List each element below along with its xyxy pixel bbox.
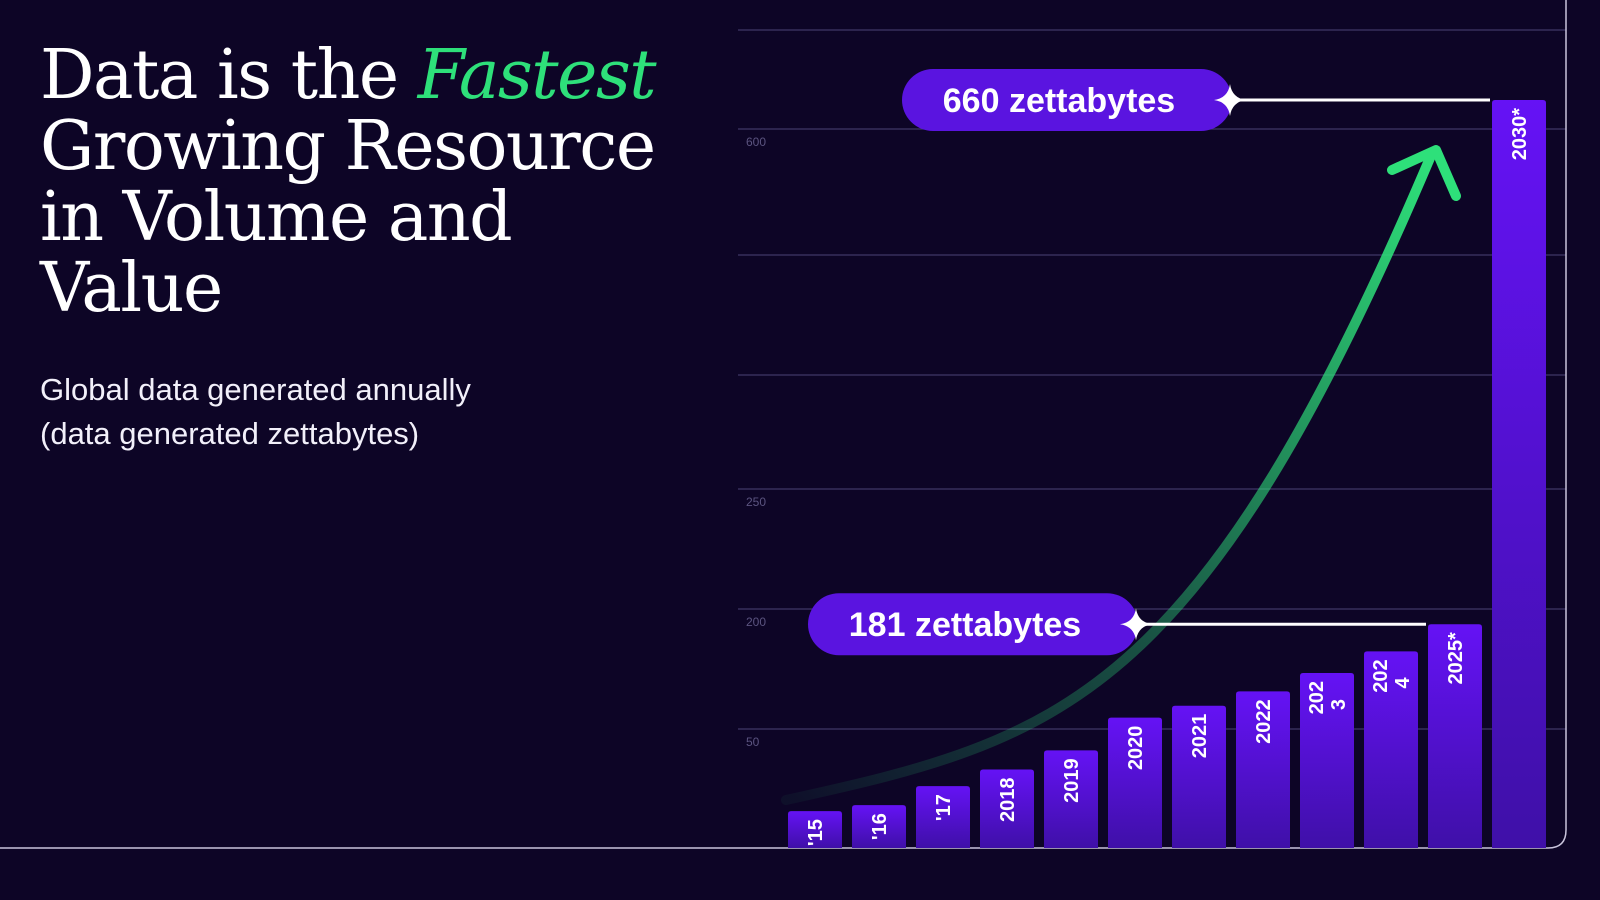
callout-pill <box>902 69 1232 131</box>
bar <box>1364 651 1418 848</box>
bar-group: 2022 <box>1236 691 1290 848</box>
bar-group: 2025* <box>1428 624 1482 848</box>
trend-arrow-head <box>1387 145 1461 201</box>
bar-group: '17 <box>916 786 970 848</box>
bar-group: 2019 <box>1044 750 1098 848</box>
bar-series: '15 '16 '17 2018 2019 2020 2021 2022 2023 2024 202… <box>788 100 1546 848</box>
callout-label: 660 zettabytes <box>943 82 1175 120</box>
bar-group: 2024 <box>1364 651 1418 848</box>
subtitle-line-1: Global data generated annually <box>40 372 471 407</box>
title-accent-word: Fastest <box>417 36 657 115</box>
y-tick-label: 200 <box>746 615 766 629</box>
bar-label: 2021 <box>1189 714 1211 759</box>
chart-frame <box>0 0 1567 849</box>
y-tick-label: 250 <box>746 495 766 509</box>
sparkle-icon <box>1120 608 1152 641</box>
page-title: Data is the Fastest Growing Resource in … <box>40 40 700 324</box>
value-callouts: 181 zettabytes 660 zettabytes <box>808 69 1490 656</box>
title-line-4: Value <box>40 249 223 328</box>
y-axis-ticks: 50 200 250 600 <box>746 135 766 749</box>
bar <box>1044 750 1098 848</box>
title-line-3: in Volume and <box>40 178 513 257</box>
title-line-1-prefix: Data is the <box>40 36 418 115</box>
bar <box>1172 705 1226 848</box>
sparkle-icon <box>1214 84 1246 116</box>
bar-label: 2023 <box>1306 681 1350 714</box>
y-tick-label: 50 <box>746 735 760 749</box>
value-callout: 660 zettabytes <box>902 69 1490 131</box>
bar <box>852 805 906 848</box>
bar <box>788 811 842 848</box>
trend-arrow-shaft <box>781 153 1435 805</box>
subtitle-line-2: (data generated zettabytes) <box>40 416 420 451</box>
bar-label: 2022 <box>1253 699 1275 744</box>
bar <box>1300 673 1354 848</box>
bar-group: 2023 <box>1300 673 1354 848</box>
bar <box>916 786 970 848</box>
y-tick-label: 600 <box>746 135 766 149</box>
bar-label: 2024 <box>1370 659 1414 692</box>
bar-label: 2019 <box>1061 758 1083 803</box>
value-callout: 181 zettabytes <box>808 593 1426 656</box>
bar-label: '17 <box>933 794 955 821</box>
title-line-2: Growing Resource <box>40 107 656 186</box>
bar-group: 2018 <box>980 769 1034 848</box>
bar-label: 2018 <box>997 777 1019 822</box>
chart-subtitle: Global data generated annually (data gen… <box>40 368 640 456</box>
trend-arrow-icon <box>781 145 1461 805</box>
bar-label: '16 <box>869 813 891 840</box>
bar <box>1236 691 1290 848</box>
callout-label: 181 zettabytes <box>849 606 1081 644</box>
bar-label: 2020 <box>1125 726 1147 771</box>
bar <box>1428 624 1482 848</box>
bar-group: 2030* <box>1492 100 1546 848</box>
bar-group: 2020 <box>1108 717 1162 848</box>
bar-label: 2025* <box>1445 632 1467 684</box>
bar <box>1108 717 1162 848</box>
bar-label: 2030* <box>1509 108 1531 160</box>
bar <box>980 769 1034 848</box>
bar <box>1492 100 1546 848</box>
bar-group: 2021 <box>1172 705 1226 848</box>
bar-group: '16 <box>852 805 906 848</box>
callout-pill <box>808 593 1138 656</box>
bar-group: '15 <box>788 811 842 848</box>
bar-label: '15 <box>805 819 827 846</box>
